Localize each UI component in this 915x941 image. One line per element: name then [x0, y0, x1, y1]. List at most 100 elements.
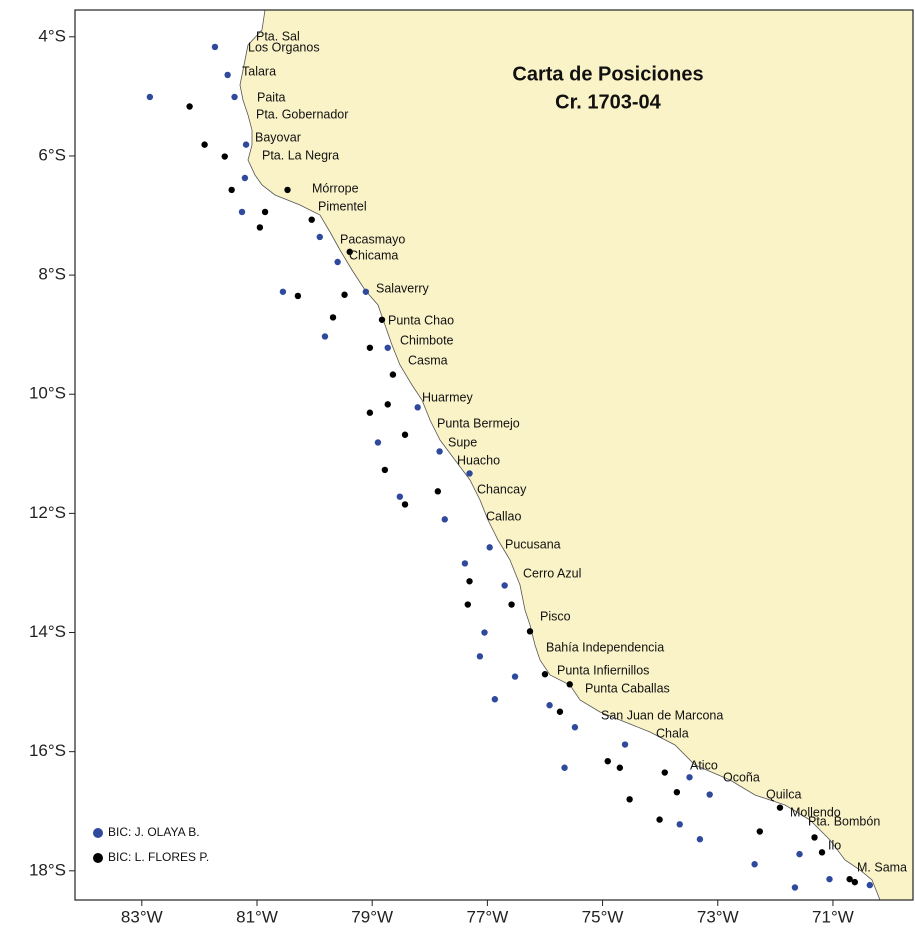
station [434, 488, 442, 495]
station [366, 344, 374, 351]
place-label: Huarmey [422, 390, 473, 404]
station [756, 828, 763, 835]
y-tick-label: 16°S [29, 741, 66, 760]
subtitle: Cr. 1703-04 [555, 91, 662, 113]
place-label: Bayovar [255, 130, 301, 144]
place-label: Los Organos [248, 40, 320, 54]
title: Carta de Posiciones [512, 63, 703, 85]
station [796, 850, 803, 858]
station [436, 448, 443, 455]
y-tick-label: 8°S [38, 265, 66, 284]
station [228, 186, 235, 194]
station [818, 849, 826, 856]
station [381, 466, 389, 474]
x-tick-label: 77°W [466, 907, 508, 926]
y-tick-label: 6°S [38, 145, 66, 164]
land [239, 10, 913, 900]
station [673, 788, 681, 796]
station [378, 316, 386, 323]
place-label: Salaverry [376, 281, 430, 295]
place-label: Huacho [457, 453, 500, 467]
x-tick-label: 71°W [812, 907, 854, 926]
station [696, 836, 704, 843]
station [261, 208, 269, 216]
station [546, 702, 553, 709]
y-tick-label: 4°S [38, 26, 66, 45]
station [604, 757, 611, 765]
station [279, 288, 287, 295]
place-label: Punta Infiernillos [557, 663, 649, 677]
station [751, 861, 758, 868]
station [316, 233, 323, 241]
y-tick-label: 10°S [29, 384, 66, 403]
station [461, 560, 469, 567]
station [826, 875, 833, 883]
place-label: Pimentel [318, 199, 367, 213]
place-label: Supe [448, 435, 477, 449]
station [851, 878, 859, 886]
station [362, 288, 370, 295]
station [334, 258, 341, 266]
station [656, 816, 663, 823]
station [241, 174, 249, 182]
station [401, 431, 409, 438]
place-label: Punta Chao [388, 313, 454, 327]
station [486, 544, 493, 551]
station [341, 291, 348, 298]
station [346, 248, 353, 256]
station [846, 875, 853, 883]
station [366, 409, 374, 416]
place-label: Punta Bermejo [437, 416, 520, 430]
station [224, 71, 231, 79]
place-label: Pta. La Negra [262, 148, 339, 162]
station [221, 153, 228, 160]
station [706, 791, 713, 798]
station [866, 881, 874, 889]
place-label: Pisco [540, 609, 571, 623]
station [476, 653, 484, 660]
station [396, 493, 404, 500]
station [626, 796, 633, 803]
place-label: Paita [257, 90, 286, 104]
station [526, 628, 534, 635]
place-label: Chala [656, 726, 689, 740]
place-label: Punta Caballas [585, 681, 670, 695]
place-label: Pucusana [505, 537, 561, 551]
station [186, 103, 193, 110]
station [441, 516, 448, 523]
station [571, 724, 579, 731]
y-tick-label: 14°S [29, 622, 66, 641]
legend-marker [93, 828, 103, 838]
station [791, 884, 799, 891]
station [242, 141, 250, 148]
station [556, 708, 564, 715]
station [566, 681, 573, 688]
station [384, 401, 391, 408]
station [329, 314, 337, 321]
place-label: Chimbote [400, 333, 454, 347]
x-tick-label: 83°W [121, 907, 163, 926]
station [501, 582, 508, 589]
y-tick-label: 18°S [29, 860, 66, 879]
station [238, 208, 246, 216]
place-label: Mórrope [312, 181, 359, 195]
place-label: Talara [242, 64, 276, 78]
place-label: Pta. Bombón [808, 814, 880, 828]
station [686, 774, 693, 781]
place-label: Chancay [477, 482, 527, 496]
station [294, 292, 302, 300]
station [308, 216, 315, 223]
place-label: Pta. Sal [256, 29, 300, 43]
station [466, 470, 473, 477]
station [676, 821, 683, 828]
x-tick-label: 73°W [697, 907, 739, 926]
station [464, 601, 471, 608]
station [541, 671, 549, 678]
station [811, 834, 818, 841]
place-label: Casma [408, 353, 448, 367]
station [146, 93, 154, 101]
station [621, 741, 629, 748]
place-label: San Juan de Marcona [601, 708, 723, 722]
place-label: Cerro Azul [523, 566, 581, 580]
station [616, 764, 624, 771]
